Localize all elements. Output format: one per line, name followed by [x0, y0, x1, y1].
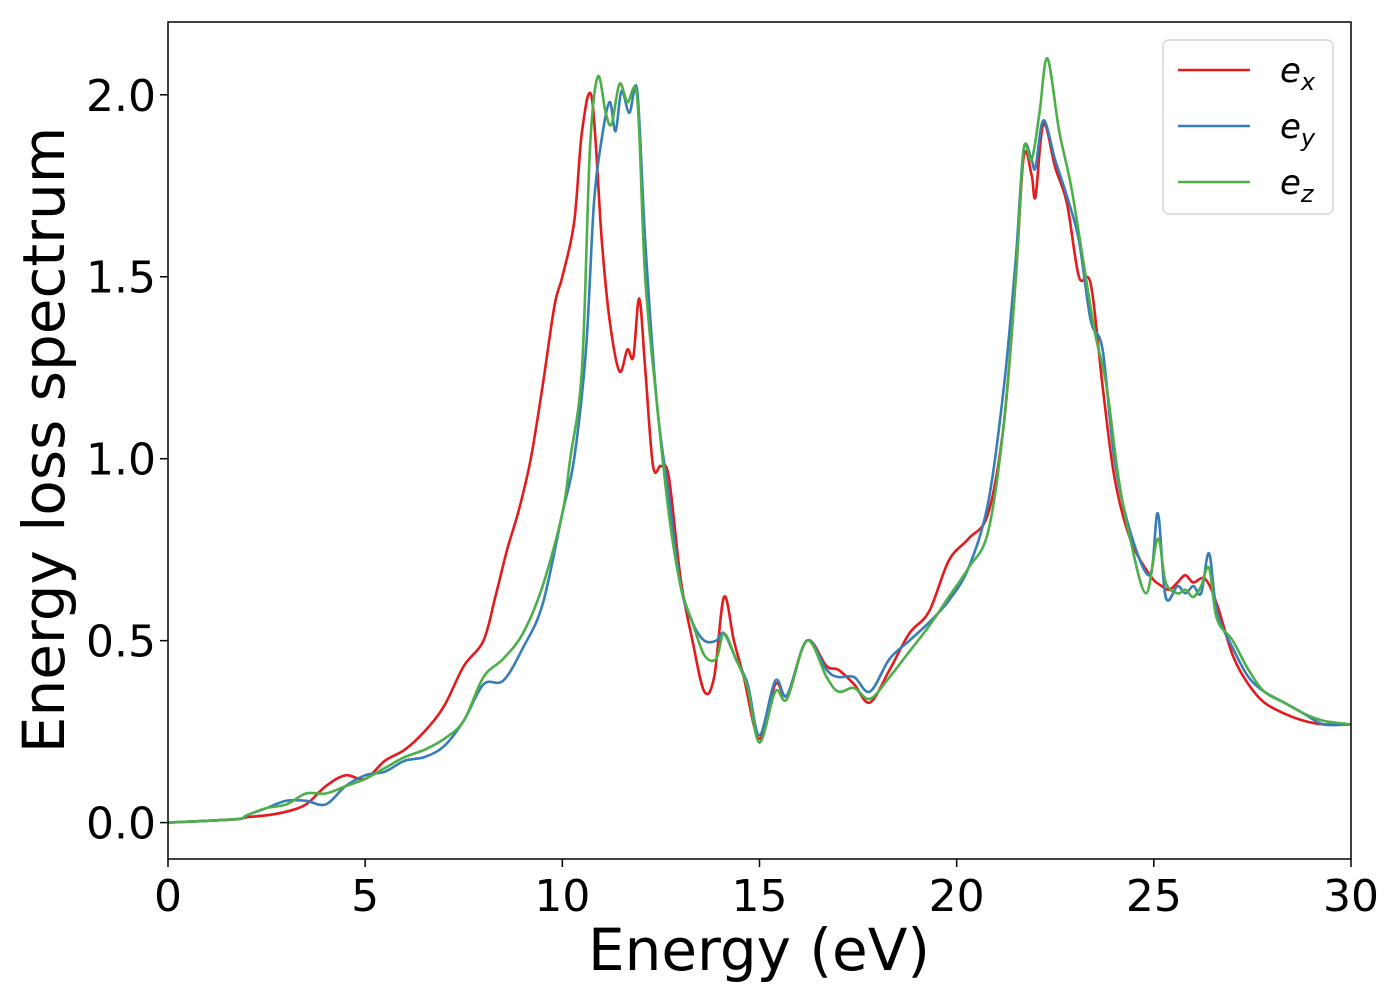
x-tick-label: 5 — [351, 871, 379, 922]
x-tick-label: 20 — [929, 871, 985, 922]
y-tick-label: 2.0 — [86, 71, 156, 122]
legend-label-x: ex — [1280, 51, 1316, 96]
y-axis-ticks: 0.0 0.5 1.0 1.5 2.0 — [86, 71, 168, 850]
series-layer — [167, 57, 1352, 824]
x-tick-label: 30 — [1323, 871, 1379, 922]
legend-label-y: ey — [1280, 107, 1316, 152]
y-tick-label: 0.5 — [86, 617, 156, 668]
x-tick-label: 0 — [154, 871, 182, 922]
legend-label-z: ez — [1280, 163, 1315, 208]
x-tick-label: 15 — [732, 871, 788, 922]
legend: ex ey ez — [1162, 39, 1334, 215]
series-line-z — [167, 57, 1352, 824]
x-axis-title: Energy (eV) — [588, 916, 930, 984]
y-tick-label: 1.0 — [86, 435, 156, 486]
x-tick-label: 25 — [1126, 871, 1182, 922]
y-axis-title: Energy loss spectrum — [10, 127, 78, 753]
plot-background — [168, 22, 1351, 859]
y-tick-label: 1.5 — [86, 253, 156, 304]
x-tick-label: 10 — [534, 871, 590, 922]
x-axis-ticks: 0 5 10 15 20 25 30 — [154, 859, 1379, 922]
y-tick-label: 0.0 — [86, 799, 156, 850]
